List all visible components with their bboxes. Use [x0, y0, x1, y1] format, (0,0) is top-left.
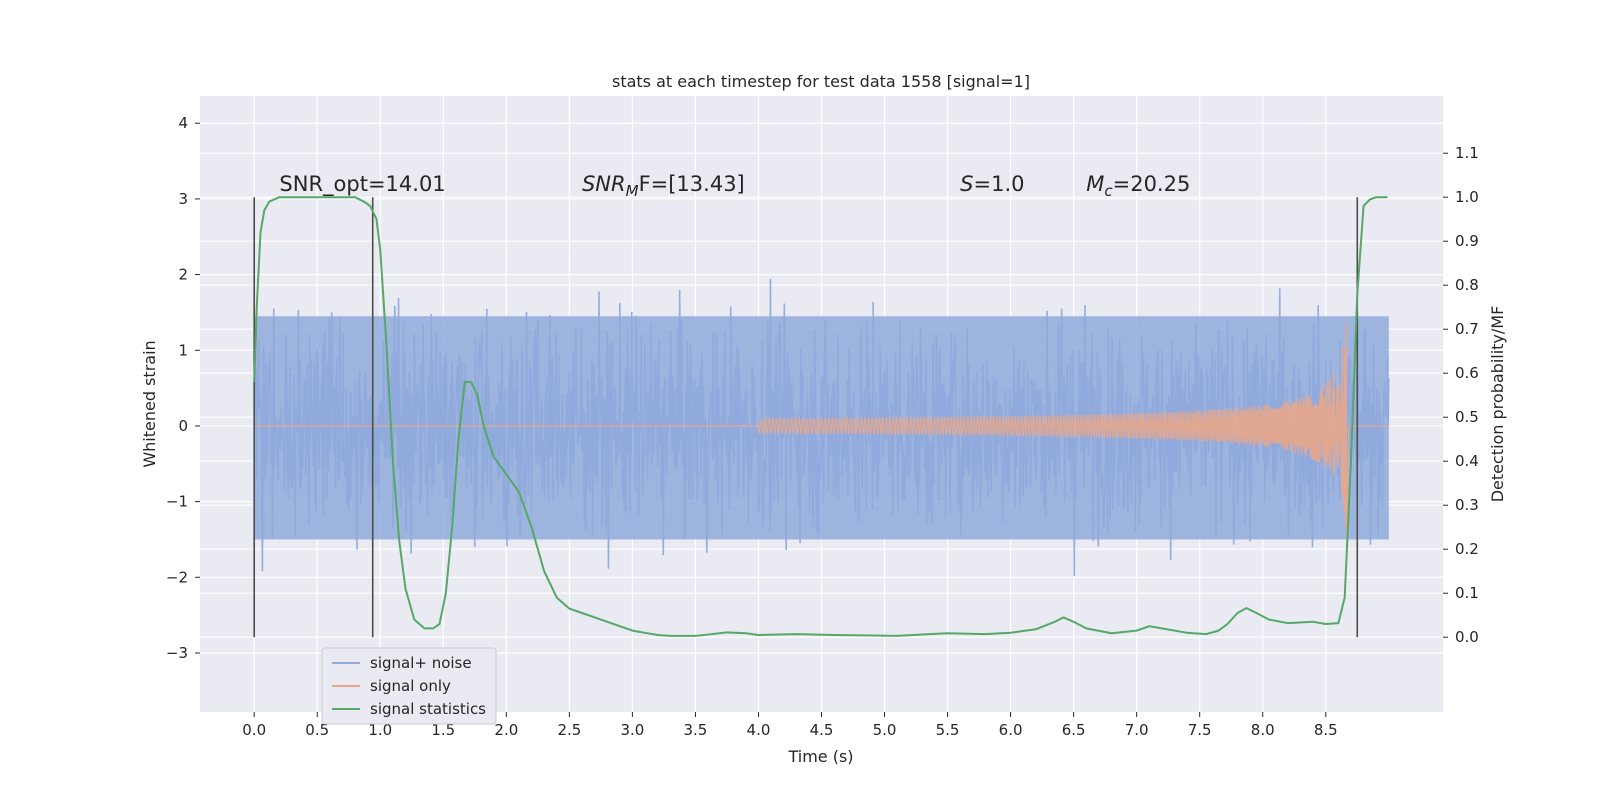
right-y-tick-label: 0.8	[1455, 276, 1479, 294]
x-tick-label: 4.5	[810, 721, 834, 739]
legend-label-signal-only: signal only	[370, 677, 451, 695]
signal-statistics-series	[253, 196, 1388, 637]
right-y-tick-label: 0.6	[1455, 364, 1479, 382]
left-y-tick-label: −2	[166, 568, 188, 586]
right-y-tick-label: 0.0	[1455, 628, 1479, 646]
right-y-tick-label: 0.5	[1455, 408, 1479, 426]
x-tick-label: 0.0	[242, 721, 266, 739]
left-y-tick-label: 3	[178, 190, 188, 208]
right-y-tick-label: 0.3	[1455, 496, 1479, 514]
x-tick-label: 1.5	[431, 721, 455, 739]
left-y-axis-label: Whitened strain	[140, 340, 159, 467]
right-y-tick-label: 0.4	[1455, 452, 1479, 470]
left-y-axis-ticks: 4 3 2 1 0 −1 −2 −3	[166, 114, 200, 662]
signal-statistics-line	[253, 196, 1388, 637]
annotation-text: Mc=20.25	[1086, 172, 1190, 200]
left-y-tick-label: −1	[166, 493, 188, 511]
right-y-tick-label: 0.9	[1455, 232, 1479, 250]
annotation-text: SNRMF=[13.43]	[582, 172, 745, 200]
legend: signal+ noise signal only signal statist…	[321, 647, 497, 725]
x-tick-label: 7.0	[1125, 721, 1149, 739]
annotation-text: SNR_opt=14.01	[279, 172, 445, 197]
x-tick-label: 5.0	[873, 721, 897, 739]
x-axis-label: Time (s)	[787, 747, 853, 766]
x-tick-label: 2.0	[494, 721, 518, 739]
left-y-tick-label: 0	[178, 417, 188, 435]
left-y-tick-label: 2	[178, 266, 188, 284]
x-tick-label: 7.5	[1188, 721, 1212, 739]
x-tick-label: 2.5	[557, 721, 581, 739]
left-y-tick-label: 1	[178, 341, 188, 359]
right-y-tick-label: 0.2	[1455, 540, 1479, 558]
right-y-tick-label: 1.1	[1455, 144, 1479, 162]
legend-label-signal-plus-noise: signal+ noise	[370, 654, 472, 672]
chart-title: stats at each timestep for test data 155…	[612, 72, 1030, 91]
x-tick-label: 8.0	[1251, 721, 1275, 739]
left-y-tick-label: 4	[178, 114, 188, 132]
x-tick-label: 8.5	[1314, 721, 1338, 739]
x-tick-label: 4.0	[747, 721, 771, 739]
x-tick-label: 1.0	[368, 721, 392, 739]
x-tick-label: 5.5	[936, 721, 960, 739]
left-y-tick-label: −3	[166, 644, 188, 662]
right-y-tick-label: 1.0	[1455, 188, 1479, 206]
signal-only-series	[254, 322, 1389, 559]
annotation-text: S=1.0	[960, 172, 1024, 196]
signal-only-line	[254, 322, 1389, 559]
right-y-tick-label: 0.1	[1455, 584, 1479, 602]
x-tick-label: 6.5	[1062, 721, 1086, 739]
x-tick-label: 3.5	[684, 721, 708, 739]
window-marker-lines	[253, 197, 1359, 638]
x-axis-ticks: 0.0 0.5 1.0 1.5 2.0 2.5 3.0 3.5 4.0 4.5 5.0 5.5 6.0 6…	[242, 712, 1338, 739]
x-tick-label: 6.0	[999, 721, 1023, 739]
right-y-axis-ticks: 1.1 1.0 0.9 0.8 0.7 0.6 0.5 0.4 0.3 0.2 0.1 0.0	[1443, 144, 1479, 646]
right-y-tick-label: 0.7	[1455, 320, 1479, 338]
x-tick-label: 0.5	[305, 721, 329, 739]
annotations: SNR_opt=14.01 SNRMF=[13.43] S=1.0 Mc=20.25	[279, 172, 1190, 200]
right-y-axis-label: Detection probability/MF	[1488, 306, 1507, 503]
legend-box	[321, 647, 497, 725]
x-tick-label: 3.0	[620, 721, 644, 739]
legend-label-signal-statistics: signal statistics	[370, 700, 486, 718]
